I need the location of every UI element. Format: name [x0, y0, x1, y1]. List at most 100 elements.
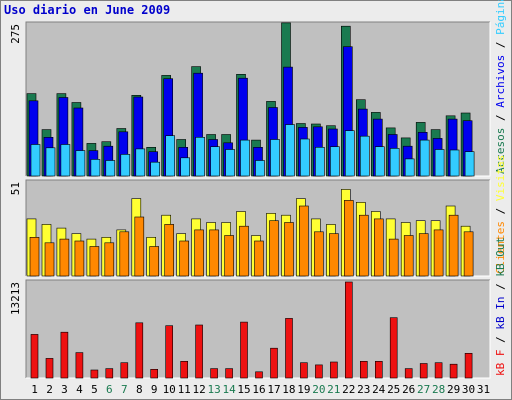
- x-tick-day-26: 26: [402, 383, 415, 396]
- x-tick-day-2: 2: [46, 383, 53, 396]
- bar-paginas-day-15: [240, 139, 250, 177]
- bar-kb_f-day-6: [105, 368, 114, 379]
- bar-kb_f-day-20: [315, 364, 323, 379]
- bar-clientes-day-14: [224, 235, 234, 277]
- bar-kb_f-day-14: [225, 368, 233, 379]
- x-tick-day-19: 19: [297, 383, 310, 396]
- bar-kb_f-day-11: [180, 360, 188, 379]
- x-tick-day-3: 3: [61, 383, 68, 396]
- legend-separator: /: [494, 108, 507, 128]
- bar-paginas-day-16: [255, 160, 265, 177]
- bar-clientes-day-21: [329, 233, 339, 277]
- bar-paginas-day-7: [120, 154, 131, 177]
- bar-paginas-day-22: [344, 130, 355, 177]
- legend-archivos: Archivos: [494, 55, 507, 108]
- bar-kb_f-day-16: [255, 371, 263, 379]
- bar-paginas-day-18: [285, 124, 295, 177]
- bar-paginas-day-6: [105, 160, 116, 177]
- series-paginas: [30, 124, 475, 177]
- bar-paginas-day-4: [75, 150, 86, 177]
- legend-clientes: Clientes: [494, 221, 507, 274]
- legend-separator: /: [494, 201, 507, 221]
- series-clientes: [29, 200, 474, 277]
- bar-clientes-day-15: [239, 225, 249, 277]
- bar-paginas-day-14: [225, 149, 235, 177]
- x-tick-day-14: 14: [222, 383, 236, 396]
- panel-visits: 51: [9, 179, 491, 277]
- x-tick-day-29: 29: [447, 383, 460, 396]
- bar-clientes-day-22: [343, 200, 354, 277]
- bar-paginas-day-28: [434, 149, 445, 177]
- x-tick-day-31: 31: [477, 383, 490, 396]
- bar-clientes-day-6: [104, 242, 115, 277]
- x-tick-day-20: 20: [312, 383, 325, 396]
- x-tick-day-4: 4: [76, 383, 83, 396]
- panel-kbytes: 13213: [9, 279, 491, 379]
- panel-border-dark: [25, 179, 490, 276]
- x-tick-day-8: 8: [136, 383, 143, 396]
- panel-border-dark: [25, 279, 490, 378]
- legend-accesos: Accesos: [494, 128, 507, 174]
- bar-paginas-day-29: [449, 149, 460, 177]
- legend-separator: /: [494, 35, 507, 55]
- x-tick-day-13: 13: [207, 383, 220, 396]
- bar-kb_f-day-17: [270, 347, 278, 379]
- legend-visitas: Visitas: [494, 155, 507, 201]
- bar-kb_f-day-22: [344, 281, 353, 379]
- x-tick-day-12: 12: [192, 383, 205, 396]
- chart-title: Uso diario en June 2009: [4, 3, 170, 17]
- bar-clientes-day-12: [194, 229, 204, 277]
- bar-clientes-day-13: [209, 229, 219, 277]
- bar-clientes-day-11: [179, 240, 189, 277]
- x-tick-day-24: 24: [372, 383, 386, 396]
- y-max-label: 13213: [9, 282, 22, 315]
- bar-kb_f-day-28: [434, 362, 443, 379]
- y-max-label: 275: [9, 24, 22, 44]
- x-tick-day-30: 30: [462, 383, 475, 396]
- x-tick-day-21: 21: [327, 383, 340, 396]
- bar-paginas-day-11: [180, 157, 190, 177]
- bar-kb_f-day-7: [120, 362, 129, 379]
- bar-clientes-day-8: [134, 216, 145, 277]
- bar-paginas-day-26: [404, 158, 415, 177]
- side-legend-visits: Clientes / Visitas: [494, 155, 507, 274]
- x-tick-day-17: 17: [267, 383, 280, 396]
- bar-clientes-day-5: [89, 246, 100, 277]
- bar-clientes-day-9: [149, 246, 159, 277]
- legend-separator: /: [494, 277, 507, 297]
- x-tick-day-18: 18: [282, 383, 295, 396]
- panels-layer: 275 51 13213: [9, 21, 491, 379]
- bar-clientes-day-25: [388, 238, 399, 277]
- bar-paginas-day-30: [464, 151, 475, 177]
- bar-clientes-day-18: [284, 222, 294, 277]
- bar-kb_f-day-9: [150, 368, 158, 379]
- bar-kb_f-day-8: [135, 322, 144, 379]
- bar-paginas-day-10: [165, 135, 175, 177]
- bar-kb_f-day-2: [45, 358, 54, 379]
- x-tick-day-9: 9: [151, 383, 158, 396]
- bar-paginas-day-9: [150, 161, 160, 177]
- bar-clientes-day-27: [418, 233, 429, 277]
- x-tick-day-6: 6: [106, 383, 113, 396]
- bar-paginas-day-5: [90, 159, 101, 177]
- bar-paginas-day-17: [270, 139, 280, 177]
- bar-clientes-day-26: [403, 235, 414, 277]
- legend-kb_f: kB F: [494, 350, 507, 377]
- bar-kb_f-day-13: [210, 368, 218, 379]
- bar-kb_f-day-10: [165, 325, 173, 379]
- bar-paginas-day-3: [60, 144, 71, 177]
- bar-kb_f-day-12: [195, 324, 203, 379]
- bar-kb_f-day-26: [404, 368, 413, 379]
- x-tick-day-25: 25: [387, 383, 400, 396]
- bar-clientes-day-7: [119, 231, 130, 277]
- bar-clientes-day-17: [269, 220, 279, 277]
- x-tick-day-10: 10: [163, 383, 176, 396]
- x-axis: 1 2 3 4 5 6 7 8 9 10 11 12 13 14 15 16 17 18 19 20 21 22 23 24 2…: [31, 383, 490, 396]
- bar-kb_f-day-21: [330, 361, 338, 379]
- side-legend-hits: Accesos / Archivos / Páginas: [494, 0, 507, 174]
- x-tick-day-22: 22: [342, 383, 355, 396]
- bar-kb_f-day-25: [389, 317, 398, 379]
- bar-kb_f-day-15: [240, 321, 248, 379]
- bar-clientes-day-28: [433, 229, 444, 277]
